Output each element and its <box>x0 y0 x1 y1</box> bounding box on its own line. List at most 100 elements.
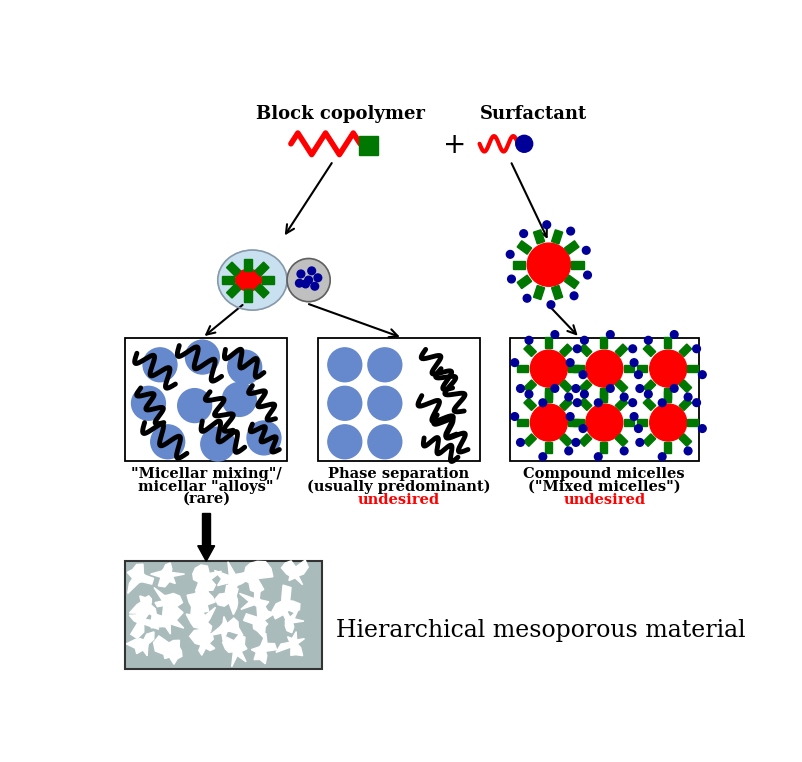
Circle shape <box>594 399 602 407</box>
Polygon shape <box>189 629 215 655</box>
Bar <box>623 418 634 426</box>
Circle shape <box>572 439 580 447</box>
Circle shape <box>620 393 628 401</box>
Circle shape <box>530 404 567 441</box>
Polygon shape <box>186 607 216 636</box>
Polygon shape <box>272 585 300 619</box>
Bar <box>533 286 545 299</box>
Circle shape <box>523 294 531 302</box>
Text: undesired: undesired <box>563 493 646 507</box>
Bar <box>318 338 480 461</box>
Bar <box>545 338 552 348</box>
Bar <box>560 380 573 392</box>
Bar <box>615 380 628 392</box>
Circle shape <box>570 292 578 299</box>
Bar <box>560 398 573 411</box>
Bar <box>545 442 552 453</box>
Bar <box>579 398 592 411</box>
Bar <box>545 392 552 402</box>
Circle shape <box>572 385 580 392</box>
Bar <box>261 277 274 284</box>
Bar <box>202 514 210 546</box>
Bar <box>244 290 252 302</box>
Polygon shape <box>154 588 183 620</box>
Circle shape <box>328 425 362 459</box>
Polygon shape <box>151 563 184 587</box>
Bar <box>359 136 378 155</box>
Bar <box>255 262 269 277</box>
Circle shape <box>311 283 318 290</box>
Circle shape <box>684 393 692 401</box>
Bar <box>679 380 691 392</box>
Bar <box>244 258 252 271</box>
Polygon shape <box>187 585 215 617</box>
Circle shape <box>132 386 165 420</box>
Bar <box>568 365 579 372</box>
Circle shape <box>314 274 322 282</box>
Circle shape <box>658 453 666 460</box>
Bar <box>125 561 322 669</box>
Polygon shape <box>153 636 182 664</box>
Circle shape <box>143 347 177 382</box>
Polygon shape <box>209 616 243 641</box>
Circle shape <box>693 399 700 406</box>
Circle shape <box>573 399 581 406</box>
Circle shape <box>699 424 707 432</box>
Polygon shape <box>152 607 184 634</box>
Circle shape <box>527 243 570 287</box>
Bar <box>687 418 699 426</box>
Bar <box>600 442 607 453</box>
Circle shape <box>567 227 574 235</box>
Bar <box>664 392 671 402</box>
Circle shape <box>151 425 184 459</box>
Circle shape <box>630 359 638 367</box>
Text: Hierarchical mesoporous material: Hierarchical mesoporous material <box>336 619 746 642</box>
Circle shape <box>368 386 402 420</box>
Polygon shape <box>214 562 249 594</box>
Circle shape <box>636 439 644 447</box>
Ellipse shape <box>236 269 261 291</box>
Circle shape <box>650 404 687 441</box>
Bar <box>552 230 563 244</box>
Bar <box>664 389 671 399</box>
Polygon shape <box>282 610 304 632</box>
Circle shape <box>543 221 551 229</box>
Circle shape <box>630 413 638 421</box>
Circle shape <box>606 331 614 338</box>
Bar <box>533 230 545 244</box>
Circle shape <box>634 371 642 379</box>
Bar <box>579 434 592 447</box>
Circle shape <box>620 447 628 455</box>
Bar <box>571 261 584 268</box>
Circle shape <box>295 280 303 287</box>
Polygon shape <box>129 596 157 621</box>
Circle shape <box>670 331 678 338</box>
Circle shape <box>200 427 235 461</box>
Polygon shape <box>129 607 159 639</box>
Circle shape <box>185 340 219 374</box>
Bar <box>600 389 607 399</box>
Bar <box>664 442 671 453</box>
Circle shape <box>573 345 581 353</box>
Bar <box>600 392 607 402</box>
Text: undesired: undesired <box>358 493 439 507</box>
Bar <box>615 434 628 447</box>
Circle shape <box>565 393 573 401</box>
Circle shape <box>581 390 589 398</box>
Bar <box>679 434 691 447</box>
Bar <box>517 418 528 426</box>
Bar <box>600 338 607 348</box>
Bar <box>573 365 584 372</box>
Text: (rare): (rare) <box>182 491 230 506</box>
Circle shape <box>368 425 402 459</box>
Circle shape <box>287 258 330 302</box>
Bar <box>524 398 537 411</box>
Circle shape <box>629 345 637 353</box>
Circle shape <box>368 347 402 382</box>
Text: (usually predominant): (usually predominant) <box>307 479 491 494</box>
Circle shape <box>328 386 362 420</box>
Circle shape <box>579 424 587 432</box>
Circle shape <box>585 351 623 387</box>
Circle shape <box>305 277 313 284</box>
Bar <box>510 338 699 461</box>
